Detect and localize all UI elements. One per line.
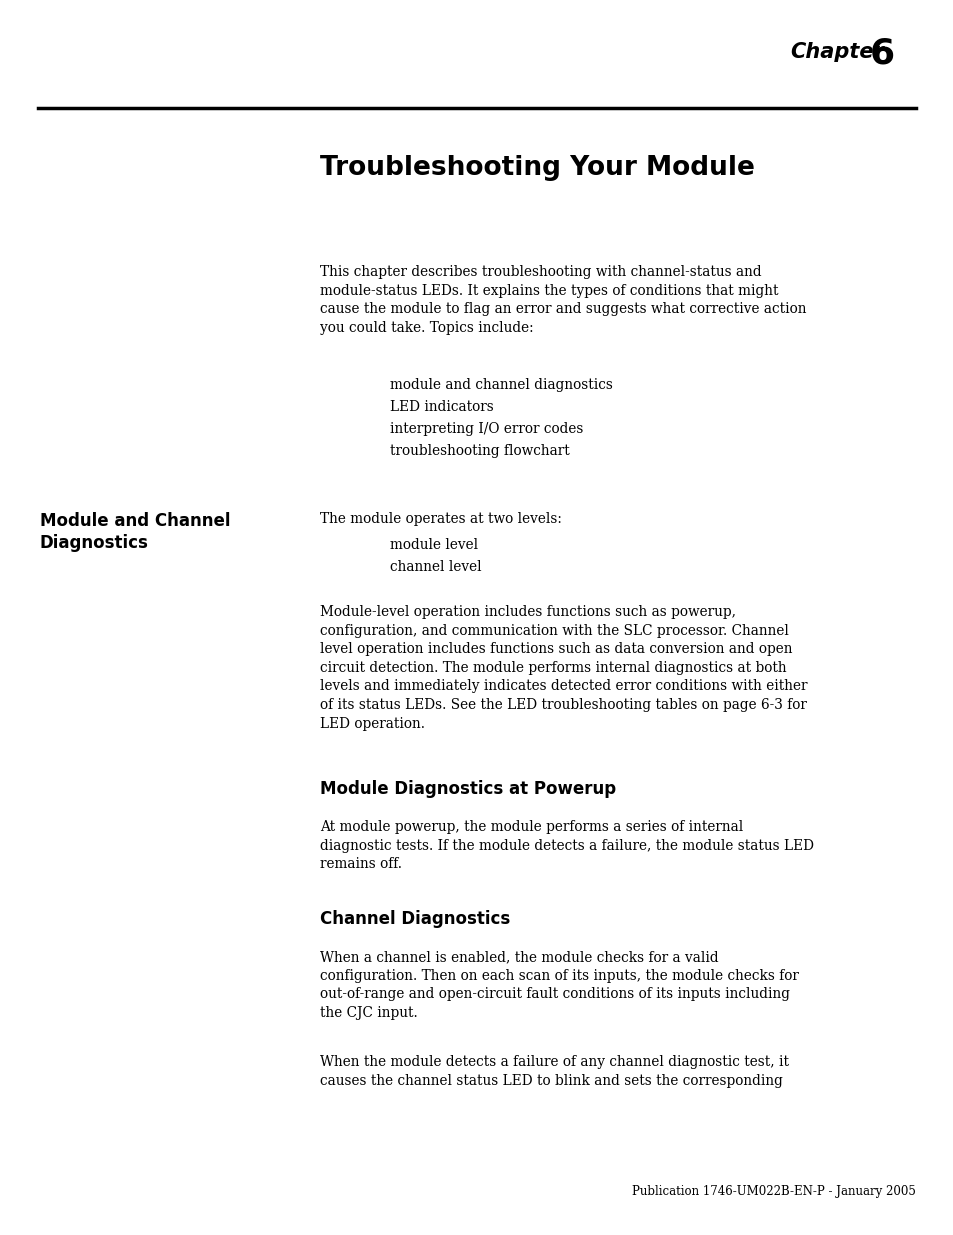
Text: module level: module level (390, 538, 477, 552)
Text: 6: 6 (869, 36, 894, 70)
Text: This chapter describes troubleshooting with channel-status and
module-status LED: This chapter describes troubleshooting w… (319, 266, 805, 335)
Text: When a channel is enabled, the module checks for a valid
configuration. Then on : When a channel is enabled, the module ch… (319, 950, 798, 1020)
Text: LED indicators: LED indicators (390, 400, 494, 414)
Text: Module-level operation includes functions such as powerup,
configuration, and co: Module-level operation includes function… (319, 605, 806, 731)
Text: Channel Diagnostics: Channel Diagnostics (319, 910, 510, 927)
Text: channel level: channel level (390, 559, 481, 574)
Text: interpreting I/O error codes: interpreting I/O error codes (390, 422, 583, 436)
Text: module and channel diagnostics: module and channel diagnostics (390, 378, 612, 391)
Text: troubleshooting flowchart: troubleshooting flowchart (390, 445, 569, 458)
Text: When the module detects a failure of any channel diagnostic test, it
causes the : When the module detects a failure of any… (319, 1055, 788, 1088)
Text: Diagnostics: Diagnostics (40, 534, 149, 552)
Text: At module powerup, the module performs a series of internal
diagnostic tests. If: At module powerup, the module performs a… (319, 820, 813, 871)
Text: Troubleshooting Your Module: Troubleshooting Your Module (319, 156, 754, 182)
Text: The module operates at two levels:: The module operates at two levels: (319, 513, 561, 526)
Text: Module and Channel: Module and Channel (40, 513, 231, 530)
Text: Publication 1746-UM022B-EN-P - January 2005: Publication 1746-UM022B-EN-P - January 2… (632, 1186, 915, 1198)
Text: Module Diagnostics at Powerup: Module Diagnostics at Powerup (319, 781, 616, 798)
Text: Chapter: Chapter (789, 42, 882, 62)
